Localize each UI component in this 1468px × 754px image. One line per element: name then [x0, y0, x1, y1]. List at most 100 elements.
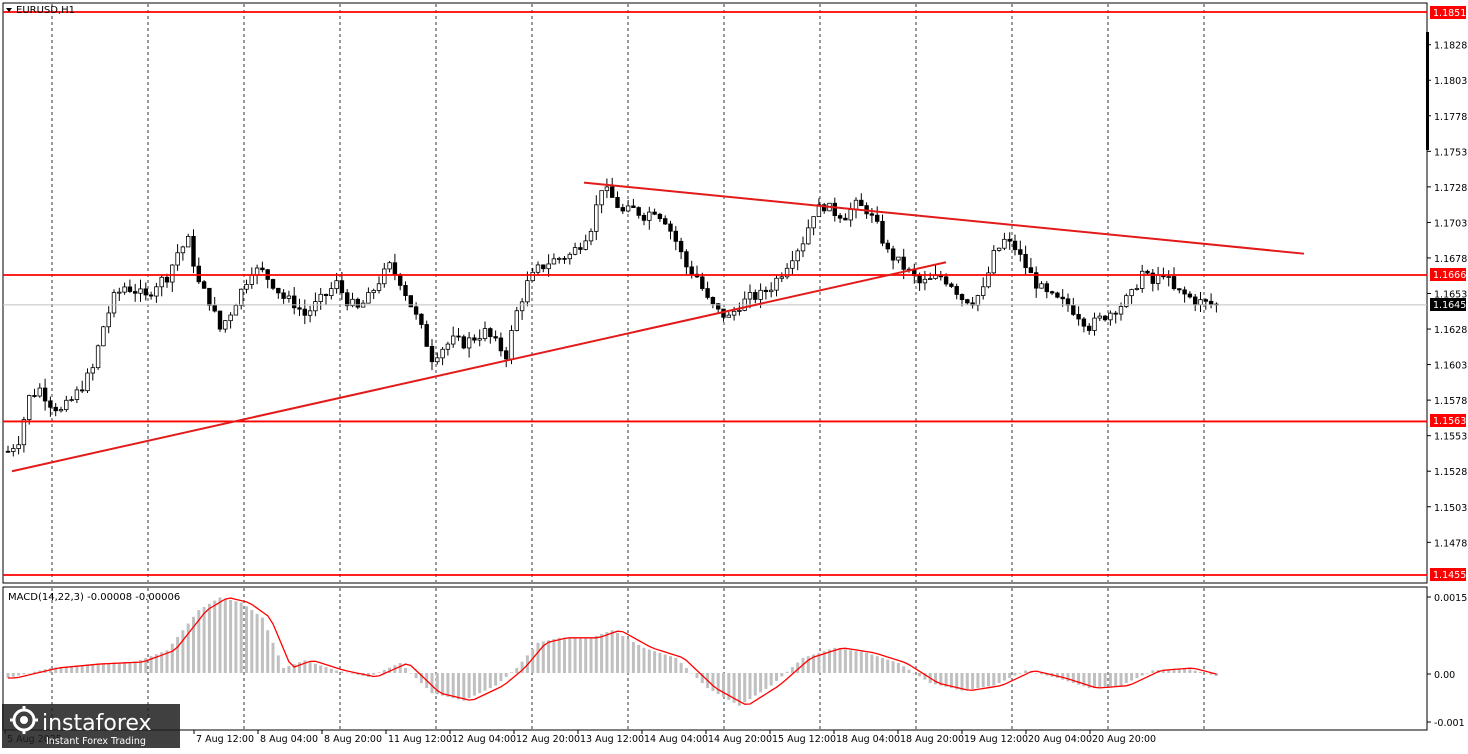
candle: [323, 293, 329, 306]
macd-bar: [96, 663, 100, 673]
candle: [138, 279, 143, 302]
macd-bar: [997, 673, 1001, 684]
candle: [371, 288, 376, 300]
macd-bar: [796, 662, 800, 673]
candle-body: [1081, 318, 1087, 327]
price-scale-marker[interactable]: [1426, 32, 1429, 150]
time-axis[interactable]: 5 Aug 20257 Aug 12:008 Aug 04:008 Aug 20…: [4, 730, 1156, 745]
macd-bar: [213, 600, 217, 673]
candle: [466, 332, 472, 358]
candle: [779, 272, 784, 283]
trendline-0[interactable]: [11, 261, 947, 473]
candle-body: [806, 227, 811, 245]
candle: [1113, 310, 1118, 324]
main-panel-frame: [2, 2, 1428, 584]
candle-body: [207, 287, 212, 306]
candle: [678, 237, 684, 260]
title-dropdown-icon[interactable]: [6, 8, 12, 12]
candle: [1028, 257, 1034, 274]
candle-body: [572, 247, 578, 255]
macd-bar: [467, 673, 471, 699]
candle-body: [535, 264, 541, 273]
candle-body: [440, 348, 445, 359]
candle-body: [928, 278, 933, 280]
candle: [344, 289, 350, 311]
candle-body: [779, 276, 784, 279]
candle: [58, 406, 64, 413]
candle-body: [26, 395, 32, 421]
candle: [1182, 286, 1187, 303]
candle-body: [848, 209, 853, 221]
macd-panel-frame: [2, 586, 1428, 731]
trendlines[interactable]: [11, 181, 1305, 473]
macd-bar: [176, 636, 180, 673]
price-tick-label: 1.1478: [1434, 538, 1467, 549]
macd-bar: [202, 606, 206, 673]
candle-body: [737, 309, 742, 312]
candle-body: [885, 242, 890, 250]
candle: [859, 193, 864, 207]
candle: [790, 251, 795, 275]
candle-body: [350, 298, 355, 307]
candle: [260, 261, 265, 273]
candle: [647, 206, 652, 230]
candle-body: [975, 295, 981, 306]
candle: [233, 303, 239, 316]
macd-axis: 0.00151 0.00 -0.001: [1427, 593, 1468, 729]
macd-bar: [351, 673, 354, 674]
candle: [1166, 270, 1171, 287]
candle-body: [233, 305, 239, 316]
macd-bar: [255, 613, 259, 673]
macd-bar: [451, 673, 455, 699]
candle-body: [32, 395, 37, 397]
candle-body: [154, 286, 159, 297]
macd-bar: [207, 603, 211, 673]
macd-bar: [759, 673, 763, 693]
macd-bar: [181, 630, 185, 673]
macd-bar: [144, 658, 148, 673]
macd-bar: [229, 600, 233, 673]
candle-body: [965, 299, 970, 304]
candle-body: [493, 336, 498, 339]
macd-bar: [610, 630, 614, 673]
macd-tick-label: 0.00151: [1434, 593, 1468, 604]
macd-bar: [568, 637, 572, 673]
candle: [85, 368, 90, 394]
macd-bar: [107, 663, 111, 673]
candle-body: [106, 312, 111, 328]
macd-bar: [170, 643, 174, 673]
time-tick-label: 13 Aug 12:00: [580, 734, 644, 745]
candle-body: [413, 306, 419, 315]
candle-body: [896, 256, 901, 261]
macd-bar: [11, 673, 15, 677]
time-tick-label: 11 Aug 12:00: [388, 734, 452, 745]
price-axis[interactable]: 1.1828 1.1803 1.1778 1.1753 1.1728 1.1703 1.16…: [1426, 32, 1467, 549]
macd-bar: [1040, 673, 1043, 675]
candle-body: [201, 281, 207, 289]
watermark-brand: instaforex: [42, 711, 152, 736]
candle: [111, 289, 117, 318]
macd-bar: [1093, 673, 1096, 688]
candle-body: [594, 204, 599, 232]
macd-bar: [711, 673, 715, 692]
trendline-1[interactable]: [583, 181, 1305, 255]
candle-body: [1055, 292, 1060, 298]
candle: [784, 263, 790, 280]
macd-bar: [472, 673, 476, 696]
candle: [90, 363, 95, 381]
candle-body: [1203, 299, 1208, 302]
macd-bar: [934, 673, 937, 685]
candle-body: [313, 301, 318, 312]
candle-body: [419, 313, 424, 325]
macd-bar: [419, 673, 423, 684]
candle: [822, 202, 827, 214]
candle: [996, 247, 1002, 252]
macd-bar: [684, 667, 688, 673]
candle: [625, 200, 631, 213]
candle-body: [58, 409, 64, 412]
macd-bar: [769, 673, 773, 686]
candle-body: [869, 213, 875, 216]
candle: [450, 326, 456, 348]
